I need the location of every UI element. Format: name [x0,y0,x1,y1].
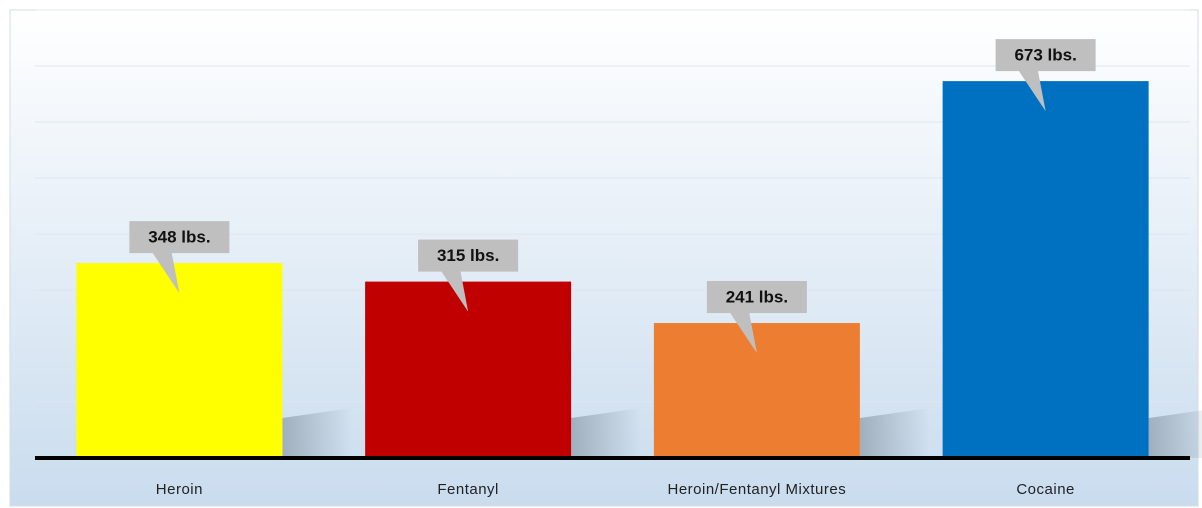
bar [942,81,1149,459]
callout-pointer [1017,69,1046,112]
bar-shadow [282,408,353,458]
callout-box [706,281,807,314]
callout-box [995,39,1096,72]
value-label: 315 lbs. [437,246,499,265]
bar [76,263,283,458]
x-tick-label: Cocaine [1016,481,1075,498]
callout-pointer [728,311,757,354]
bar-shadow [859,408,930,458]
callout-box [129,221,230,254]
callout-box [418,239,519,272]
bar-shadow [1148,410,1202,458]
x-tick-label: Fentanyl [437,481,499,498]
bar-shadow [571,408,642,458]
value-label: 348 lbs. [148,228,210,247]
bar [653,323,860,458]
x-tick-label: Heroin/Fentanyl Mixtures [668,481,847,498]
callout-pointer [440,269,469,312]
bar [365,281,572,458]
x-tick-label: Heroin [156,481,203,498]
callout-pointer [151,251,180,294]
value-label: 673 lbs. [1014,46,1076,65]
value-label: 241 lbs. [726,288,788,307]
